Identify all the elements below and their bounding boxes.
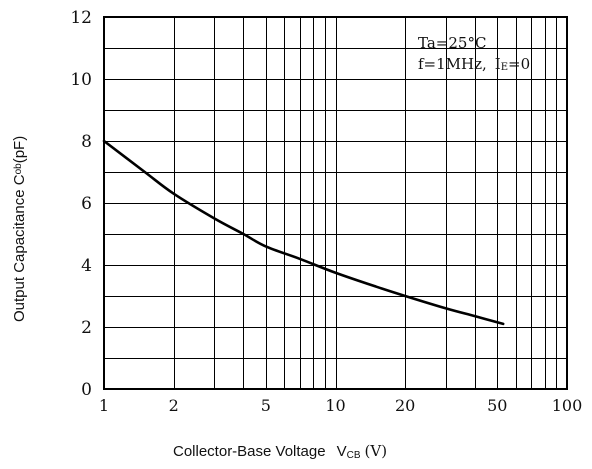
x-tick-label: 5 bbox=[261, 396, 271, 415]
x-tick-label: 100 bbox=[552, 396, 583, 415]
y-tick-label: 6 bbox=[81, 194, 92, 214]
x-tick-label: 50 bbox=[487, 396, 507, 415]
x-axis-unit: (V) bbox=[365, 442, 388, 460]
y-tick-label: 0 bbox=[81, 380, 92, 400]
y-tick-label: 12 bbox=[70, 8, 92, 28]
x-tick-label: 1 bbox=[99, 396, 109, 415]
x-axis-symbol: V bbox=[337, 443, 347, 460]
y-axis-label: Output Capacitance Cob(pF) bbox=[11, 136, 28, 322]
x-axis-label-text: Collector-Base Voltage bbox=[173, 443, 326, 460]
y-tick-label: 8 bbox=[81, 132, 92, 152]
y-tick-label: 10 bbox=[70, 70, 92, 90]
annotation-line-2: f=1MHz, IE=0 bbox=[418, 55, 530, 73]
annotation-current-value: =0 bbox=[508, 55, 530, 73]
annotation-freq: f=1MHz, bbox=[418, 55, 487, 73]
x-axis-symbol-sub: CB bbox=[347, 450, 361, 461]
x-tick-label: 20 bbox=[395, 396, 415, 415]
x-axis-label: Collector-Base Voltage VCB (V) bbox=[173, 442, 387, 461]
y-axis-label-sub: ob bbox=[13, 163, 24, 175]
x-tick-label: 10 bbox=[325, 396, 345, 415]
y-tick-label: 2 bbox=[81, 318, 92, 338]
y-tick-label: 4 bbox=[81, 256, 92, 276]
annotation-line-1: Ta=25°C bbox=[418, 34, 486, 52]
y-axis-label-main: Output Capacitance C bbox=[11, 174, 28, 322]
x-tick-label: 2 bbox=[169, 396, 179, 415]
annotation-current-sub: E bbox=[501, 62, 508, 73]
y-axis-label-unit: (pF) bbox=[11, 136, 28, 164]
